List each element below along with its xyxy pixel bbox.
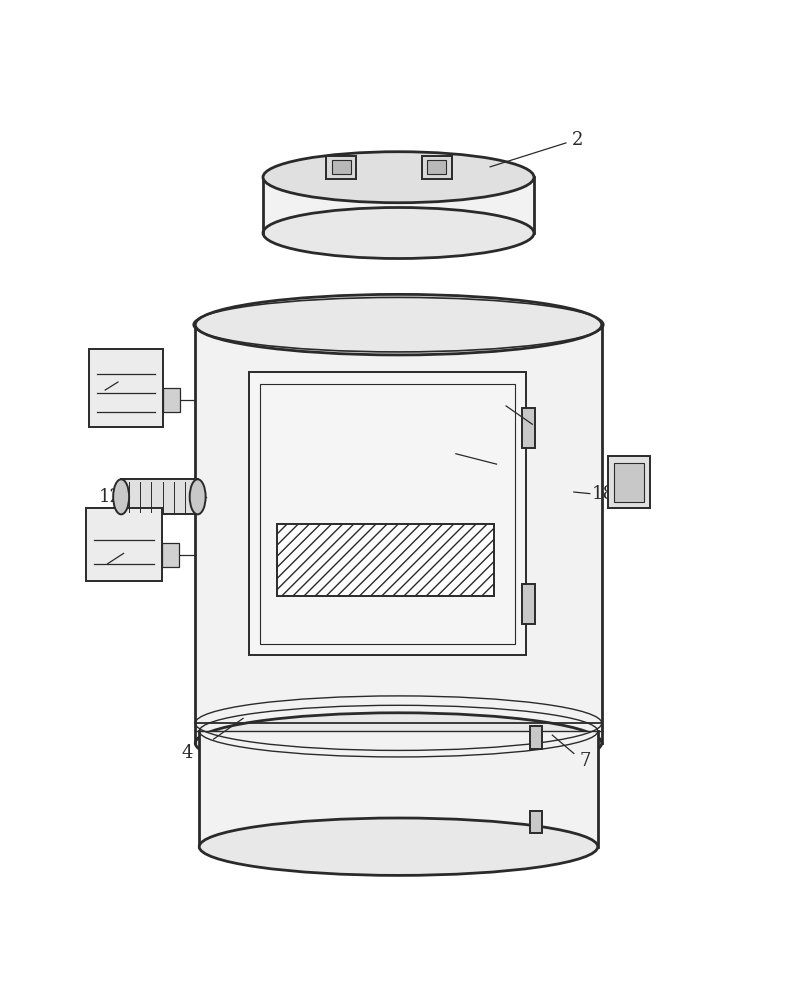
Polygon shape [195,325,602,743]
Bar [332,160,351,174]
Text: 18: 18 [592,485,615,503]
Ellipse shape [263,208,534,259]
Ellipse shape [195,713,602,773]
Bar [260,384,515,644]
Ellipse shape [199,818,598,875]
Text: 1: 1 [516,391,528,409]
Bar [522,584,535,624]
Bar [249,372,526,655]
Polygon shape [263,177,534,233]
Text: 14: 14 [100,539,124,557]
Text: 2: 2 [572,131,583,149]
Ellipse shape [263,152,534,203]
Bar [422,156,452,179]
Text: 4: 4 [182,744,193,762]
Bar [522,408,535,448]
Text: 13: 13 [95,367,118,385]
Bar [530,726,542,749]
Bar [427,160,446,174]
Polygon shape [199,731,598,847]
Text: 12: 12 [98,488,121,506]
Ellipse shape [113,479,129,514]
Ellipse shape [190,479,206,514]
Bar [121,479,198,514]
Bar [89,349,163,427]
Bar [326,156,356,179]
Bar [86,508,162,581]
Text: 7: 7 [579,752,591,770]
Bar [530,811,542,833]
Bar [614,463,644,502]
Bar [163,388,180,412]
Bar [277,524,494,596]
Bar [162,543,179,567]
Text: 5: 5 [505,455,516,473]
Ellipse shape [195,294,602,355]
Bar [608,456,650,508]
